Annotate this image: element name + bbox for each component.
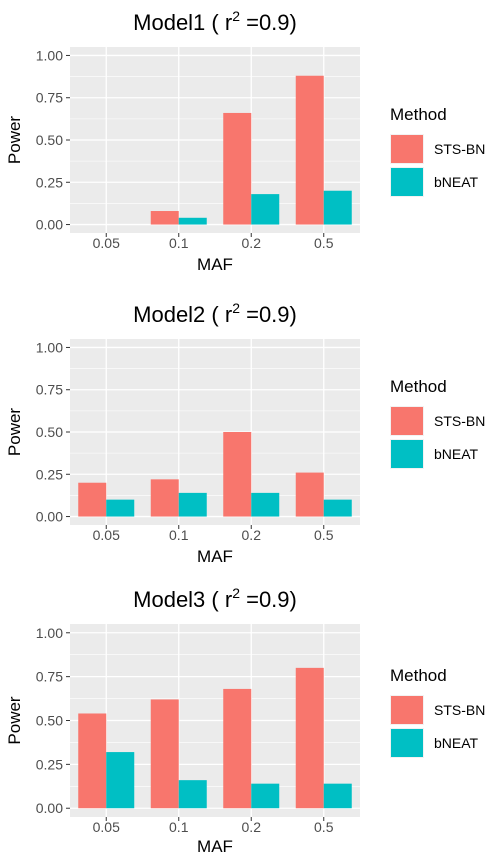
legend-label-bneat: bNEAT	[434, 446, 479, 462]
y-tick-label: 0.25	[36, 466, 63, 482]
bar-sts-bn-0_1	[150, 211, 179, 225]
bar-bneat-0_2	[251, 194, 280, 225]
bar-bneat-0_5	[323, 190, 352, 225]
x-tick-label: 0.2	[242, 235, 262, 251]
legend-swatch-sts-bn	[391, 696, 423, 724]
x-tick-label: 0.2	[242, 527, 262, 543]
legend-title: Method	[390, 666, 447, 685]
x-tick-label: 0.1	[169, 819, 189, 835]
chart-title-superscript: 2	[232, 8, 240, 24]
x-axis-title: MAF	[197, 255, 233, 274]
bar-sts-bn-0_05	[78, 482, 107, 517]
legend: Method STS-BN bNEAT	[390, 666, 485, 758]
chart-panel-3: 0.00 0.25 0.50 0.75 1.00 0.05 0.1 0.2 0.5 Model3 …	[5, 585, 485, 854]
legend-swatch-sts-bn	[391, 407, 423, 435]
y-axis-title: Power	[5, 408, 24, 457]
legend-swatch-bneat	[391, 729, 423, 757]
legend-swatch-bneat	[391, 168, 423, 196]
y-tick-label: 0.75	[36, 382, 63, 398]
legend-label-sts-bn: STS-BN	[434, 702, 485, 718]
y-tick-label: 0.50	[36, 132, 63, 148]
x-tick-label: 0.1	[169, 235, 189, 251]
bar-sts-bn-0_2	[223, 688, 252, 809]
y-tick-label: 0.25	[36, 174, 63, 190]
legend-swatch-bneat	[391, 440, 423, 468]
chart-title-superscript: 2	[232, 300, 240, 316]
y-tick-label: 0.50	[36, 713, 63, 729]
legend-label-sts-bn: STS-BN	[434, 413, 485, 429]
bar-sts-bn-0_5	[295, 472, 324, 517]
bar-sts-bn-0_1	[150, 479, 179, 517]
chart-title-tail: =0.9)	[240, 302, 297, 327]
legend-title: Method	[390, 105, 447, 124]
chart-title: Model1 ( r2 =0.9)	[133, 8, 297, 35]
chart-title: Model2 ( r2 =0.9)	[133, 300, 297, 327]
y-tick-label: 0.00	[36, 217, 63, 233]
bar-bneat-0_2	[251, 492, 280, 517]
x-tick-label: 0.1	[169, 527, 189, 543]
y-tick-label: 0.25	[36, 756, 63, 772]
x-tick-label: 0.05	[93, 235, 120, 251]
x-tick-label: 0.5	[314, 235, 334, 251]
bar-bneat-0_2	[251, 783, 280, 809]
chart-panel-2: 0.00 0.25 0.50 0.75 1.00 0.05 0.1 0.2 0.5 Model2 …	[5, 300, 485, 566]
bar-sts-bn-0_2	[223, 112, 252, 225]
chart-title-tail: =0.9)	[240, 10, 297, 35]
chart-title-main: Model1 ( r	[133, 10, 232, 35]
legend-title: Method	[390, 377, 447, 396]
bar-sts-bn-0_2	[223, 432, 252, 517]
chart-title: Model3 ( r2 =0.9)	[133, 585, 297, 612]
legend-swatch-sts-bn	[391, 135, 423, 163]
y-tick-label: 1.00	[36, 339, 63, 355]
x-axis-title: MAF	[197, 837, 233, 854]
legend-label-bneat: bNEAT	[434, 174, 479, 190]
x-axis-title: MAF	[197, 547, 233, 566]
y-tick-label: 0.00	[36, 509, 63, 525]
y-axis-title: Power	[5, 116, 24, 165]
x-tick-label: 0.5	[314, 527, 334, 543]
bar-sts-bn-0_5	[295, 75, 324, 225]
x-tick-label: 0.5	[314, 819, 334, 835]
bar-bneat-0_5	[323, 499, 352, 517]
chart-title-main: Model2 ( r	[133, 302, 232, 327]
y-tick-label: 0.75	[36, 90, 63, 106]
bar-bneat-0_05	[106, 752, 135, 809]
x-tick-label: 0.05	[93, 819, 120, 835]
bar-sts-bn-0_1	[150, 699, 179, 809]
bar-sts-bn-0_5	[295, 667, 324, 809]
legend: Method STS-BN bNEAT	[390, 377, 485, 469]
y-tick-label: 1.00	[36, 625, 63, 641]
bar-bneat-0_1	[178, 217, 207, 225]
legend: Method STS-BN bNEAT	[390, 105, 485, 197]
y-tick-label: 0.00	[36, 800, 63, 816]
x-tick-label: 0.2	[242, 819, 262, 835]
y-tick-label: 1.00	[36, 47, 63, 63]
chart-title-superscript: 2	[232, 585, 240, 601]
chart-title-main: Model3 ( r	[133, 587, 232, 612]
legend-label-bneat: bNEAT	[434, 735, 479, 751]
bar-bneat-0_1	[178, 780, 207, 809]
y-tick-label: 0.50	[36, 424, 63, 440]
chart-panel-1: 0.00 0.25 0.50 0.75 1.00 0.05 0.1 0.2 0.5 Model1 …	[5, 8, 485, 274]
legend-label-sts-bn: STS-BN	[434, 141, 485, 157]
bar-bneat-0_1	[178, 492, 207, 517]
x-tick-label: 0.05	[93, 527, 120, 543]
y-tick-label: 0.75	[36, 669, 63, 685]
chart-title-tail: =0.9)	[240, 587, 297, 612]
bar-sts-bn-0_05	[78, 713, 107, 809]
bar-bneat-0_05	[106, 499, 135, 517]
y-axis-title: Power	[5, 696, 24, 745]
bar-bneat-0_5	[323, 783, 352, 809]
